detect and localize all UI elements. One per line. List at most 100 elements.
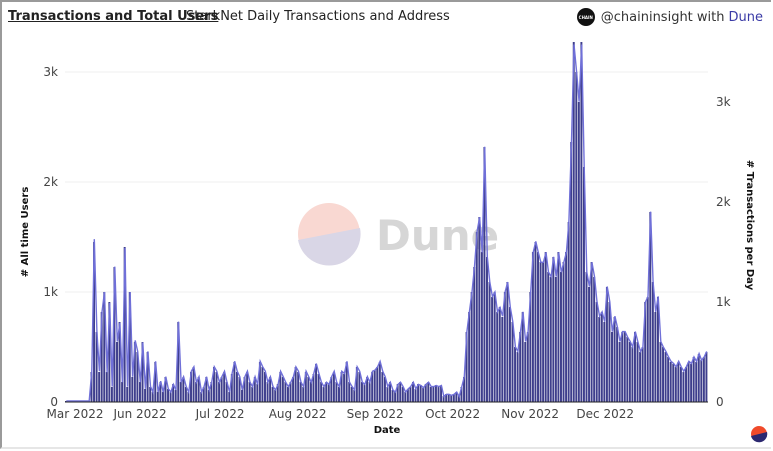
left-tick-label: 1k bbox=[43, 285, 58, 299]
bar bbox=[167, 389, 170, 402]
bar bbox=[654, 312, 657, 402]
bar bbox=[358, 372, 361, 402]
bar bbox=[529, 292, 532, 402]
bar bbox=[554, 277, 557, 402]
bar bbox=[373, 370, 376, 402]
bar bbox=[440, 386, 443, 402]
bar bbox=[636, 342, 639, 402]
bar bbox=[457, 396, 460, 402]
bar bbox=[465, 332, 468, 402]
left-tick-label: 0 bbox=[50, 395, 58, 409]
bar bbox=[121, 382, 124, 402]
right-tick-label: 2k bbox=[716, 195, 731, 209]
bar bbox=[315, 364, 318, 402]
right-tick-label: 3k bbox=[716, 95, 731, 109]
bar bbox=[253, 377, 256, 402]
bar bbox=[131, 377, 134, 402]
bar bbox=[335, 382, 338, 402]
left-axis-ticks: 0 1k 2k 3k bbox=[43, 65, 58, 409]
bar bbox=[662, 347, 665, 402]
bar bbox=[537, 252, 539, 402]
bar bbox=[406, 389, 409, 402]
bar bbox=[350, 387, 353, 402]
bar bbox=[128, 292, 131, 402]
bar bbox=[197, 377, 200, 402]
bar bbox=[322, 387, 325, 402]
bar bbox=[468, 312, 471, 402]
bar bbox=[396, 384, 399, 402]
bar bbox=[243, 377, 246, 402]
bar bbox=[585, 272, 588, 402]
bar bbox=[391, 390, 394, 402]
bar bbox=[560, 272, 562, 402]
bar bbox=[309, 382, 312, 402]
bar bbox=[371, 372, 374, 402]
brand-attribution[interactable]: CHAIN @chaininsight with Dune bbox=[576, 8, 763, 26]
bar bbox=[330, 377, 333, 402]
bar bbox=[567, 222, 570, 402]
bar bbox=[598, 317, 601, 402]
bar bbox=[182, 377, 185, 402]
x-tick-label: Mar 2022 bbox=[47, 407, 104, 421]
bar bbox=[238, 377, 241, 402]
bar bbox=[429, 387, 432, 402]
x-tick-label: Aug 2022 bbox=[269, 407, 327, 421]
bar bbox=[685, 367, 687, 402]
bar bbox=[172, 384, 175, 402]
bar bbox=[228, 392, 231, 402]
bar bbox=[215, 372, 218, 402]
bar bbox=[179, 382, 182, 402]
bar bbox=[409, 387, 412, 402]
bars-series bbox=[65, 42, 708, 402]
bar bbox=[246, 372, 249, 402]
bar bbox=[491, 297, 494, 402]
bar bbox=[480, 252, 483, 402]
bar bbox=[669, 362, 672, 402]
bar bbox=[603, 322, 606, 402]
left-tick-label: 2k bbox=[43, 175, 58, 189]
bar bbox=[664, 352, 667, 402]
bar bbox=[123, 247, 126, 402]
bar bbox=[542, 262, 545, 402]
bar bbox=[667, 357, 670, 402]
bar bbox=[496, 312, 499, 402]
bar bbox=[590, 262, 593, 402]
bar bbox=[159, 382, 162, 402]
bar bbox=[656, 297, 659, 402]
bar bbox=[302, 387, 305, 402]
bar bbox=[353, 390, 356, 402]
bar bbox=[210, 382, 213, 402]
bar bbox=[434, 385, 437, 402]
bar bbox=[547, 272, 550, 402]
bar bbox=[279, 372, 282, 402]
bar bbox=[93, 242, 96, 402]
chart-tab-title[interactable]: Transactions and Total Users bbox=[8, 9, 219, 24]
bar bbox=[570, 142, 573, 402]
bar bbox=[427, 382, 430, 402]
bar bbox=[338, 387, 340, 402]
bar bbox=[312, 374, 315, 402]
bar bbox=[368, 382, 371, 402]
bar bbox=[164, 377, 167, 402]
bar bbox=[580, 42, 583, 402]
bar bbox=[110, 387, 113, 402]
bar bbox=[557, 252, 560, 402]
bar bbox=[284, 382, 287, 402]
right-axis-label: # Transactions per Day bbox=[744, 160, 755, 291]
bar bbox=[628, 342, 631, 402]
bar bbox=[493, 292, 496, 402]
bar bbox=[177, 322, 180, 402]
bar bbox=[90, 372, 93, 402]
bar bbox=[355, 367, 358, 402]
bar bbox=[700, 360, 703, 402]
bar bbox=[146, 352, 149, 402]
bar bbox=[235, 372, 238, 402]
bar bbox=[378, 362, 381, 402]
bar bbox=[251, 387, 254, 402]
bar bbox=[223, 372, 226, 402]
bar bbox=[266, 382, 269, 402]
bar bbox=[498, 307, 501, 402]
bar bbox=[618, 342, 621, 402]
bar bbox=[674, 367, 677, 402]
